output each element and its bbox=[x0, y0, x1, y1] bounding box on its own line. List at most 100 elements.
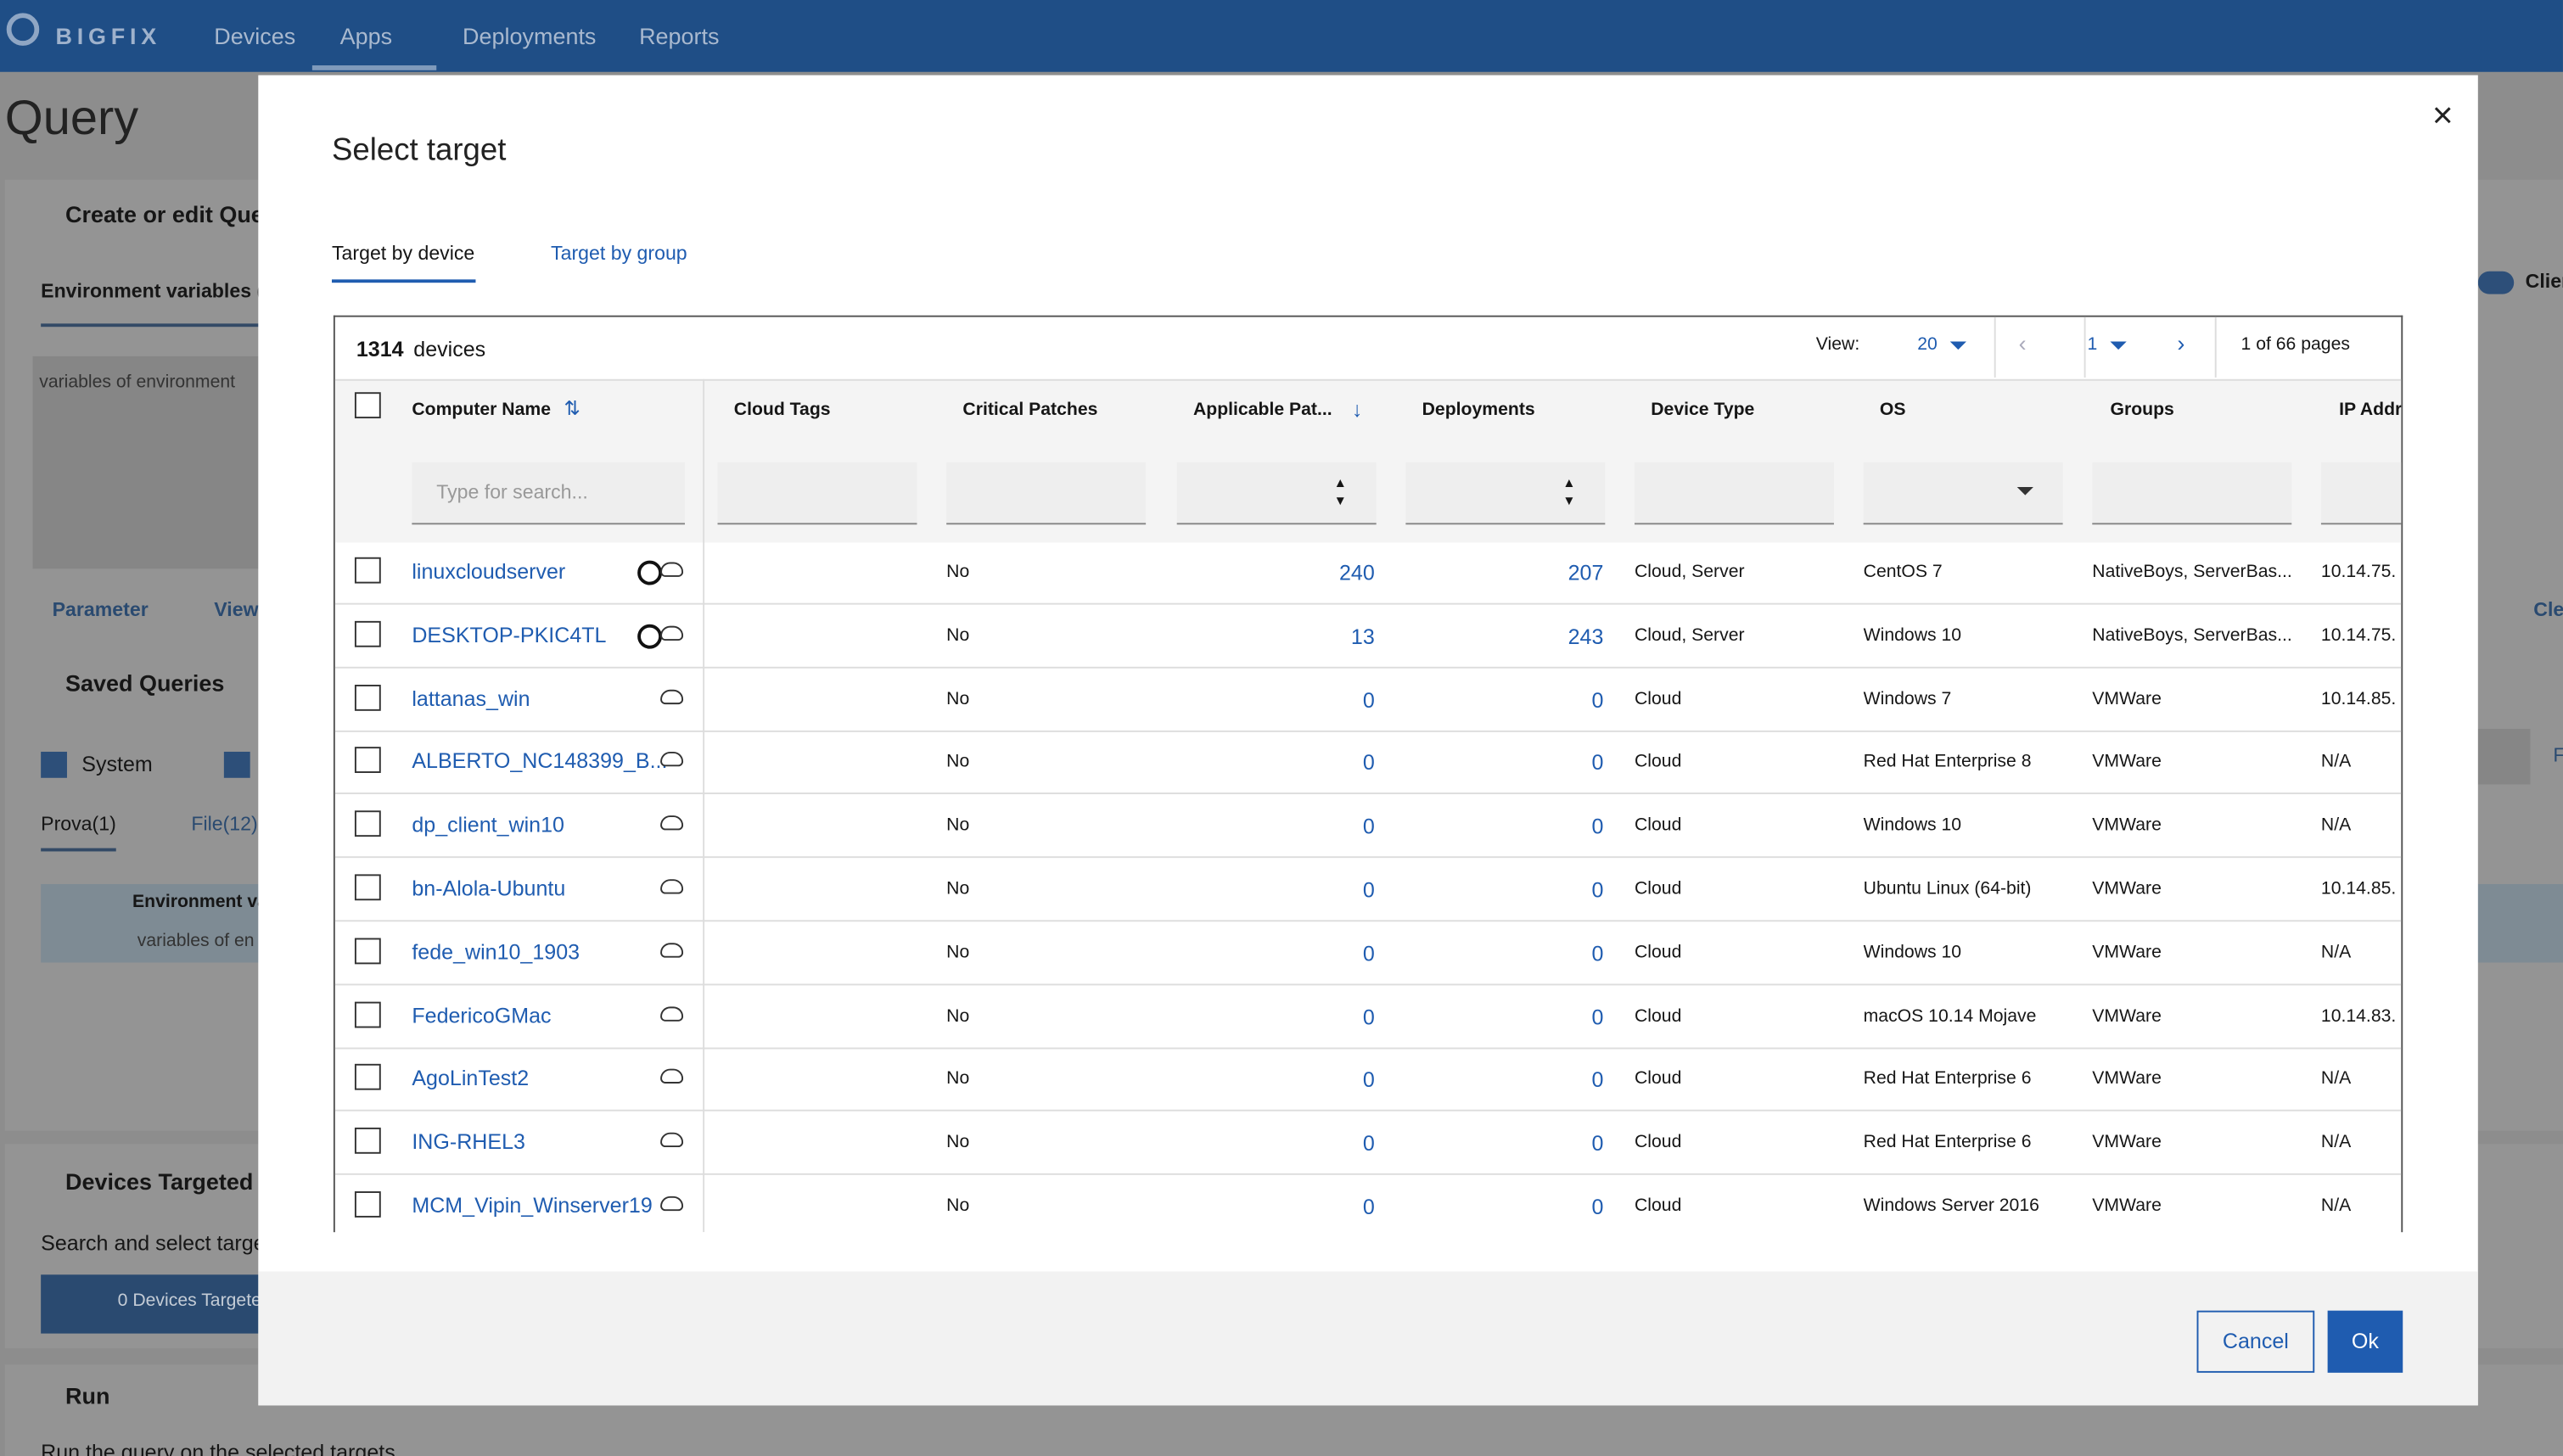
cell-number[interactable]: 0 bbox=[1591, 750, 1604, 776]
column-header[interactable]: Groups bbox=[2110, 400, 2174, 420]
checkbox[interactable] bbox=[354, 1000, 381, 1028]
cell-number[interactable]: 0 bbox=[1591, 1067, 1604, 1093]
computer-name[interactable]: ALBERTO_NC148399_B... bbox=[412, 748, 668, 774]
cell-number[interactable]: 0 bbox=[1591, 687, 1604, 712]
cancel-button[interactable]: Cancel bbox=[2196, 1310, 2315, 1373]
column-header[interactable]: Computer Name bbox=[412, 400, 552, 420]
computer-name[interactable]: ING-RHEL3 bbox=[412, 1129, 525, 1155]
nav-item[interactable]: Deployments bbox=[463, 22, 597, 49]
column-header[interactable]: Cloud Tags bbox=[733, 400, 831, 420]
modal: × Select target Target by device Target by … bbox=[258, 75, 2478, 1406]
column-header[interactable]: IP Addr bbox=[2339, 400, 2403, 420]
computer-name[interactable]: AgoLinTest2 bbox=[412, 1066, 530, 1091]
checkbox[interactable] bbox=[354, 874, 381, 901]
tab[interactable]: Target by device bbox=[331, 242, 475, 266]
checkbox[interactable] bbox=[223, 751, 250, 778]
prev-page[interactable]: ‹ bbox=[2018, 330, 2027, 356]
filter-input[interactable] bbox=[1405, 462, 1606, 525]
computer-name[interactable]: bn-Alola-Ubuntu bbox=[412, 876, 566, 901]
checkbox[interactable] bbox=[354, 1064, 381, 1091]
checkbox[interactable] bbox=[354, 747, 381, 774]
checkbox[interactable] bbox=[354, 620, 381, 647]
cell-number[interactable]: 0 bbox=[1591, 940, 1604, 966]
filter-input[interactable] bbox=[1176, 462, 1377, 525]
filter-input[interactable] bbox=[717, 462, 917, 525]
button[interactable]: Parameter bbox=[52, 597, 149, 621]
divider bbox=[2083, 316, 2086, 378]
column-header[interactable]: Device Type bbox=[1651, 400, 1755, 420]
nav-active bbox=[311, 65, 437, 70]
cell-number[interactable]: 0 bbox=[1362, 1067, 1375, 1093]
checkbox[interactable] bbox=[354, 684, 381, 711]
computer-name[interactable]: lattanas_win bbox=[412, 686, 530, 711]
cell-number[interactable]: 0 bbox=[1591, 877, 1604, 903]
search-input[interactable]: Type for search... bbox=[412, 462, 685, 525]
filter-input[interactable] bbox=[2320, 462, 2402, 525]
tab[interactable]: Environment variables (V bbox=[41, 279, 277, 303]
checkbox[interactable] bbox=[354, 557, 381, 584]
section-title[interactable]: Devices Targeted bbox=[65, 1168, 254, 1195]
nav-item[interactable]: Devices bbox=[214, 22, 296, 49]
page-select[interactable]: 1 bbox=[2087, 334, 2098, 355]
checkbox[interactable] bbox=[354, 938, 381, 964]
view-select[interactable]: 20 bbox=[1917, 334, 1938, 355]
button[interactable] bbox=[41, 1274, 270, 1334]
cell-number[interactable]: 0 bbox=[1362, 940, 1375, 966]
cell-number[interactable]: 207 bbox=[1568, 560, 1604, 585]
next-page[interactable]: › bbox=[2177, 330, 2185, 356]
button[interactable]: Cle bbox=[2533, 597, 2563, 621]
bigfix-icon bbox=[637, 560, 663, 585]
filter-input[interactable] bbox=[2092, 462, 2292, 525]
cell-number[interactable]: 0 bbox=[1362, 687, 1375, 712]
cell-number[interactable]: 243 bbox=[1568, 624, 1604, 649]
cell-number[interactable]: 13 bbox=[1350, 624, 1375, 649]
cell: Cloud bbox=[1635, 879, 1682, 899]
tab[interactable]: Target by group bbox=[551, 242, 687, 266]
cell-number[interactable]: 0 bbox=[1362, 750, 1375, 776]
sort-icon[interactable]: ⇅ bbox=[564, 397, 580, 420]
computer-name[interactable]: dp_client_win10 bbox=[412, 812, 564, 837]
section-title[interactable]: Run bbox=[65, 1382, 110, 1409]
cell-number[interactable]: 0 bbox=[1362, 1004, 1375, 1029]
checkbox[interactable] bbox=[41, 751, 67, 778]
column-header[interactable]: Critical Patches bbox=[962, 400, 1098, 420]
close-button[interactable]: × bbox=[2431, 94, 2454, 136]
checkbox[interactable] bbox=[354, 392, 381, 419]
brand: BIGFIX bbox=[55, 22, 162, 49]
filter-input[interactable] bbox=[1635, 462, 1834, 525]
computer-name[interactable]: fede_win10_1903 bbox=[412, 939, 580, 964]
cell-number[interactable]: 0 bbox=[1591, 814, 1604, 839]
cell-number[interactable]: 0 bbox=[1362, 1194, 1375, 1219]
cell-number[interactable]: 0 bbox=[1591, 1194, 1604, 1219]
tab[interactable]: File(12) bbox=[191, 812, 258, 836]
sort-icon[interactable]: ↓ bbox=[1351, 397, 1363, 422]
nav-item[interactable]: Apps bbox=[339, 22, 393, 49]
nav-item[interactable]: Reports bbox=[639, 22, 720, 49]
cell-number[interactable]: 240 bbox=[1338, 560, 1375, 585]
filter-input[interactable] bbox=[946, 462, 1147, 525]
column-header[interactable]: OS bbox=[1879, 400, 1906, 420]
ok-button[interactable]: Ok bbox=[2327, 1310, 2403, 1373]
cell-number[interactable]: 0 bbox=[1362, 877, 1375, 903]
computer-name[interactable]: DESKTOP-PKIC4TL bbox=[412, 622, 607, 647]
cell-number[interactable]: 0 bbox=[1591, 1004, 1604, 1029]
cloud-icon bbox=[660, 688, 684, 704]
tab[interactable]: Prova(1) bbox=[41, 812, 116, 836]
computer-name[interactable]: MCM_Vipin_Winserver19 bbox=[412, 1192, 653, 1218]
checkbox[interactable] bbox=[354, 1128, 381, 1155]
cell-number[interactable]: 0 bbox=[1591, 1131, 1604, 1156]
column-header[interactable]: Applicable Pat... bbox=[1192, 400, 1332, 420]
button[interactable]: View bbox=[214, 597, 259, 621]
checkbox[interactable] bbox=[354, 810, 381, 837]
divider bbox=[1994, 316, 1996, 378]
column-header[interactable]: Deployments bbox=[1422, 400, 1535, 420]
computer-name[interactable]: linuxcloudserver bbox=[412, 558, 566, 584]
checkbox[interactable] bbox=[354, 1191, 381, 1218]
section-title[interactable]: Create or edit Quer bbox=[65, 200, 273, 227]
toggle[interactable] bbox=[2477, 271, 2515, 294]
cell-number[interactable]: 0 bbox=[1362, 814, 1375, 839]
computer-name[interactable]: FedericoGMac bbox=[412, 1002, 552, 1028]
section-title[interactable]: Saved Queries bbox=[65, 669, 225, 697]
cell: Red Hat Enterprise 8 bbox=[1863, 752, 2032, 772]
cell-number[interactable]: 0 bbox=[1362, 1131, 1375, 1156]
